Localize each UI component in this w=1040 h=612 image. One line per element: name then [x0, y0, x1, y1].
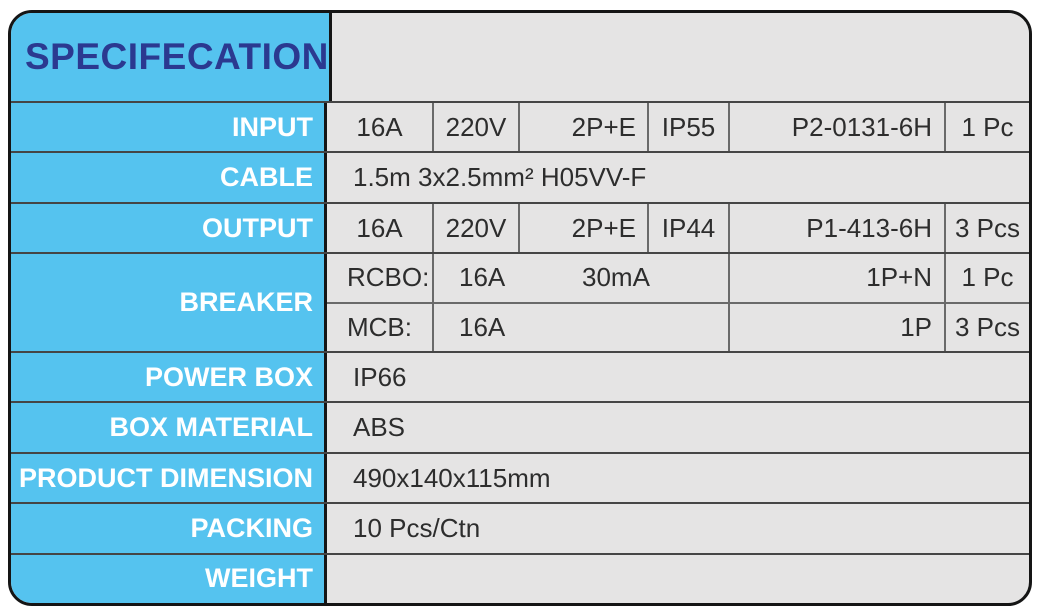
row-box-material-values: ABS	[327, 403, 1029, 451]
box-material-value: ABS	[353, 412, 406, 443]
row-product-dimension: PRODUCT DIMENSION 490x140x115mm	[11, 451, 1029, 503]
rcbo-rating: 16A 30mA	[432, 254, 728, 302]
row-cable-values: 1.5m 3x2.5mm² H05VV-F	[327, 153, 1029, 201]
header-row: SPECIFECATION	[11, 13, 1029, 101]
row-packing-values: 10 Pcs/Ctn	[327, 504, 1029, 552]
output-voltage: 220V	[432, 203, 518, 253]
row-output: OUTPUT 16A 220V 2P+E IP44 P1-413-6H 3 Pc…	[11, 201, 1029, 253]
rcbo-name: RCBO:	[347, 262, 430, 293]
row-packing: PACKING 10 Pcs/Ctn	[11, 502, 1029, 553]
mcb-rating: 16A	[432, 303, 728, 352]
row-power-box: POWER BOX IP66	[11, 351, 1029, 402]
header-title-cell: SPECIFECATION	[11, 13, 332, 101]
output-ip-rating: IP44	[647, 203, 728, 253]
row-cable: CABLE 1.5m 3x2.5mm² H05VV-F	[11, 151, 1029, 202]
row-breaker-label: BREAKER	[11, 254, 327, 352]
header-spacer-cell	[331, 13, 1029, 101]
rcbo-milliamp: 30mA	[582, 262, 650, 293]
input-quantity: 1 Pc	[944, 103, 1029, 152]
row-cable-label: CABLE	[11, 153, 327, 202]
specification-table: SPECIFECATION INPUT 16A 220V 2P+E IP55 P…	[8, 10, 1032, 606]
row-power-box-label: POWER BOX	[11, 353, 327, 402]
row-input: INPUT 16A 220V 2P+E IP55 P2-0131-6H 1 Pc	[11, 101, 1029, 152]
breaker-subrows: RCBO: 16A 30mA 1P+N 1 Pc MCB: 16A 1P 3	[327, 254, 1029, 352]
output-quantity: 3 Pcs	[944, 203, 1029, 253]
weight-value	[327, 555, 1029, 603]
output-model: P1-413-6H	[728, 203, 944, 253]
product-dimension-value: 490x140x115mm	[353, 462, 551, 493]
packing-value: 10 Pcs/Ctn	[353, 512, 481, 543]
breaker-mcb-row: MCB: 16A 1P 3 Pcs	[327, 301, 1029, 352]
input-amperage: 16A	[356, 111, 403, 142]
row-power-box-values: IP66	[327, 353, 1029, 401]
row-weight-values	[327, 555, 1029, 603]
input-poles: 2P+E	[518, 103, 647, 152]
row-packing-label: PACKING	[11, 504, 327, 553]
row-input-values: 16A 220V 2P+E IP55 P2-0131-6H 1 Pc	[327, 103, 1029, 152]
breaker-rcbo-row: RCBO: 16A 30mA 1P+N 1 Pc	[327, 254, 1029, 302]
input-ip-rating: IP55	[647, 103, 728, 152]
power-box-ip-rating: IP66	[353, 361, 407, 392]
mcb-poles: 1P	[728, 303, 944, 352]
row-product-dimension-values: 490x140x115mm	[327, 454, 1029, 502]
row-output-values: 16A 220V 2P+E IP44 P1-413-6H 3 Pcs	[327, 203, 1029, 253]
row-input-label: INPUT	[11, 103, 327, 152]
rcbo-quantity: 1 Pc	[944, 254, 1029, 302]
row-weight: WEIGHT	[11, 552, 1029, 603]
row-weight-label: WEIGHT	[11, 554, 327, 603]
row-box-material: BOX MATERIAL ABS	[11, 401, 1029, 452]
output-amperage: 16A	[356, 212, 403, 243]
page-title: SPECIFECATION	[25, 36, 329, 77]
mcb-amperage: 16A	[459, 311, 506, 342]
cable-spec: 1.5m 3x2.5mm² H05VV-F	[353, 162, 647, 193]
mcb-name: MCB:	[347, 311, 412, 342]
input-model: P2-0131-6H	[728, 103, 944, 152]
output-poles: 2P+E	[518, 203, 647, 253]
rcbo-amperage: 16A	[459, 262, 506, 293]
mcb-quantity: 3 Pcs	[944, 303, 1029, 352]
row-breaker: BREAKER RCBO: 16A 30mA 1P+N 1 Pc MCB: 16…	[11, 252, 1029, 352]
rcbo-poles: 1P+N	[728, 254, 944, 302]
input-voltage: 220V	[432, 103, 518, 152]
row-product-dimension-label: PRODUCT DIMENSION	[11, 453, 327, 503]
row-box-material-label: BOX MATERIAL	[11, 403, 327, 452]
row-output-label: OUTPUT	[11, 203, 327, 253]
